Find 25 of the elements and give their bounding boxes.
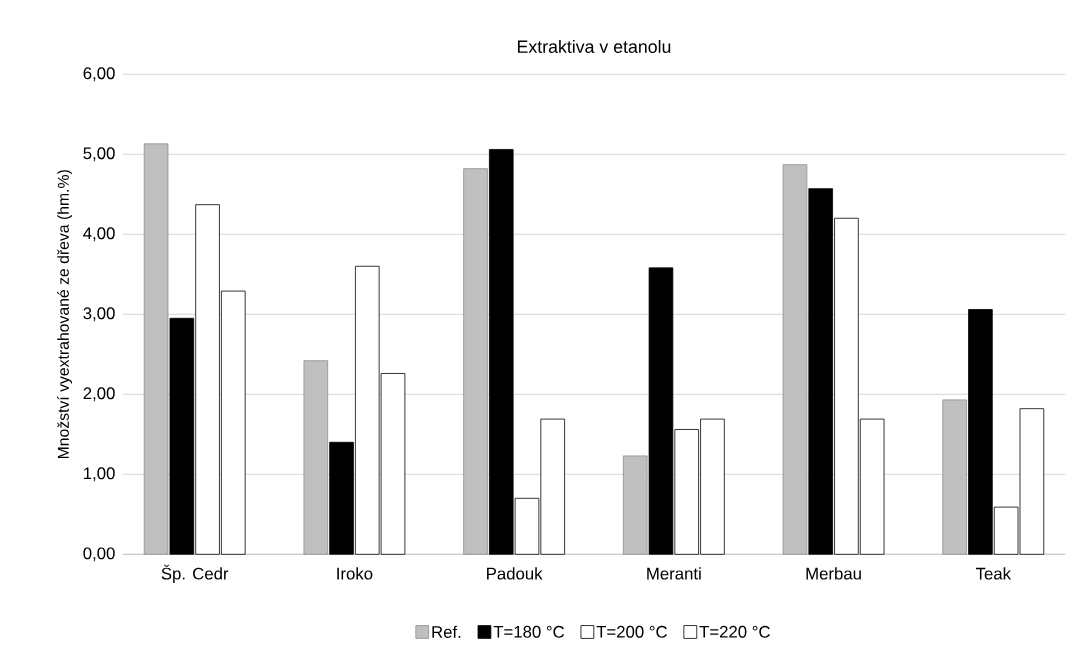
x-tick-label: Meranti: [647, 567, 701, 580]
bar: [622, 455, 648, 555]
y-tick-label: 3,00: [83, 307, 115, 322]
legend-label: T=220 °C: [699, 625, 770, 638]
bar: [143, 143, 169, 555]
chart-title: Extraktiva v etanolu: [517, 39, 671, 53]
x-tick-label: Merbau: [806, 567, 861, 580]
y-tick-label: 4,00: [83, 227, 115, 242]
x-tick-label: Šp. Cedr: [161, 564, 229, 583]
bar: [782, 164, 808, 555]
x-tick-label: Iroko: [337, 567, 373, 580]
y-tick-label: 6,00: [83, 67, 115, 81]
bar: [942, 399, 967, 555]
x-tick-label: Teak: [975, 567, 1012, 580]
bar: [463, 168, 488, 555]
y-axis-title: Množství vyextrahované ze dřeva (hm.%): [57, 169, 73, 458]
y-tick-label: 0,00: [83, 547, 115, 562]
x-tick-label: Padouk: [487, 567, 543, 580]
y-tick-label: 2,00: [83, 387, 115, 402]
bar: [303, 360, 329, 555]
legend-label: T=200 °C: [596, 625, 667, 638]
y-tick-label: 1,00: [84, 467, 115, 482]
legend-label: Ref.: [432, 625, 461, 638]
legend-label: T=180 °C: [493, 625, 565, 638]
y-tick-label: 5,00: [83, 147, 115, 162]
